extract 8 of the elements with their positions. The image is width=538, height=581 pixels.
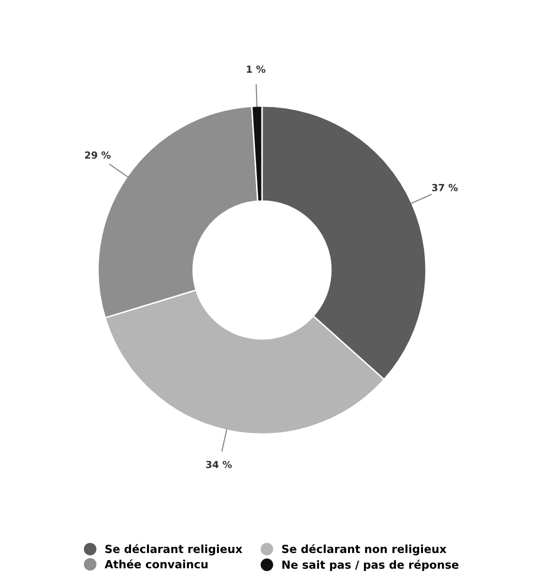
legend-label: Se déclarant non religieux — [282, 544, 446, 556]
legend-label: Athée convaincu — [104, 559, 208, 568]
data-label: 29 % — [85, 151, 111, 159]
legend-label: Ne sait pas / pas de réponse — [282, 560, 458, 571]
legend-label: Se déclarant religieux — [105, 544, 242, 556]
data-label: 34 % — [206, 460, 232, 468]
data-label: 37 % — [432, 184, 458, 192]
data-label: 1 % — [246, 65, 266, 73]
